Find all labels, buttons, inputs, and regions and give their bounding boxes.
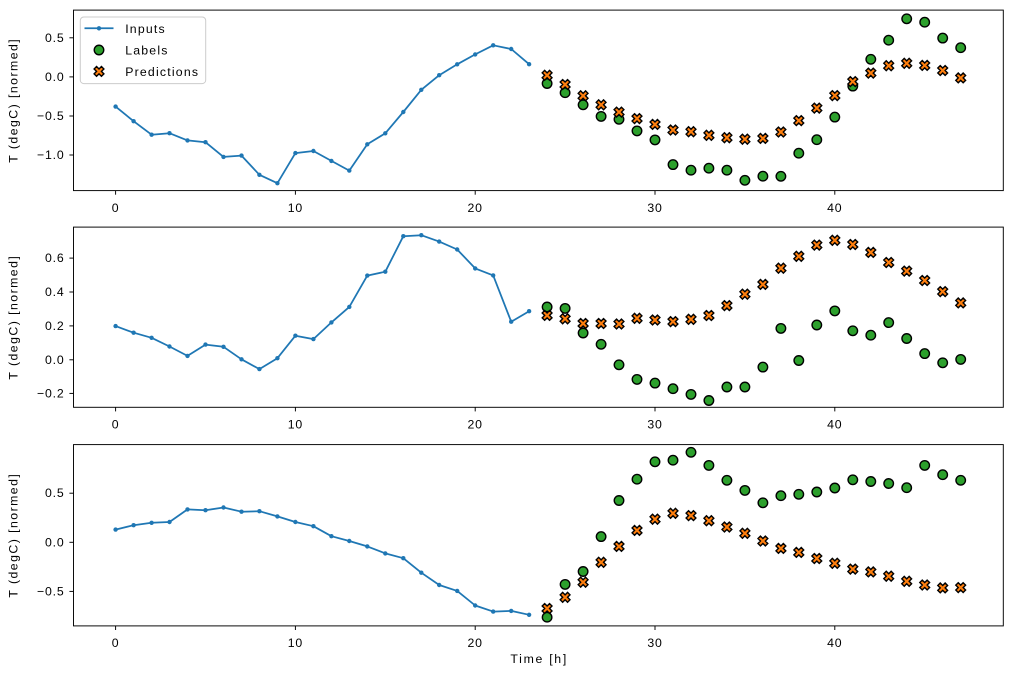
svg-text:0.5: 0.5	[45, 486, 65, 500]
svg-text:T (degC) [normed]: T (degC) [normed]	[7, 255, 21, 380]
svg-text:30: 30	[647, 418, 662, 432]
svg-text:10: 10	[288, 201, 303, 215]
svg-text:40: 40	[827, 201, 842, 215]
svg-text:0.4: 0.4	[45, 285, 65, 299]
svg-text:0.5: 0.5	[45, 31, 65, 45]
svg-text:20: 20	[468, 418, 483, 432]
svg-text:0.6: 0.6	[45, 251, 65, 265]
svg-text:40: 40	[827, 418, 842, 432]
svg-text:Inputs: Inputs	[125, 22, 166, 36]
svg-text:T (degC) [normed]: T (degC) [normed]	[7, 473, 21, 598]
svg-text:−0.5: −0.5	[37, 109, 64, 123]
svg-text:0.2: 0.2	[45, 319, 65, 333]
svg-text:30: 30	[647, 636, 662, 650]
svg-text:0.0: 0.0	[45, 353, 65, 367]
svg-text:T (degC) [normed]: T (degC) [normed]	[7, 38, 21, 163]
svg-text:0.0: 0.0	[45, 70, 65, 84]
svg-text:0: 0	[112, 418, 120, 432]
svg-text:20: 20	[468, 636, 483, 650]
svg-text:Labels: Labels	[125, 44, 168, 58]
svg-text:20: 20	[468, 201, 483, 215]
svg-text:0: 0	[112, 201, 120, 215]
svg-text:0.0: 0.0	[45, 535, 65, 549]
svg-text:Predictions: Predictions	[125, 65, 199, 79]
svg-text:−0.2: −0.2	[37, 386, 64, 400]
svg-text:0: 0	[112, 636, 120, 650]
svg-text:−0.5: −0.5	[37, 584, 64, 598]
svg-text:10: 10	[288, 636, 303, 650]
svg-text:Time [h]: Time [h]	[510, 652, 568, 666]
svg-text:−1.0: −1.0	[37, 148, 64, 162]
svg-text:40: 40	[827, 636, 842, 650]
svg-text:10: 10	[288, 418, 303, 432]
svg-text:30: 30	[647, 201, 662, 215]
